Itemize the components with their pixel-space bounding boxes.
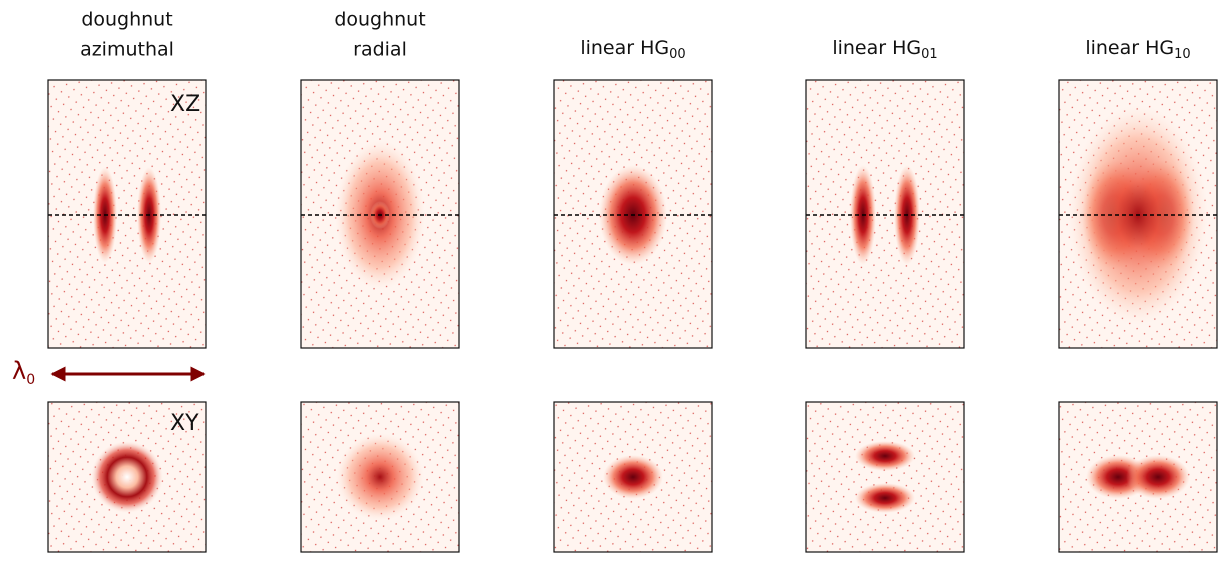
field — [1059, 80, 1217, 348]
column-titles: doughnut azimuthal doughnut radial linear HG… — [80, 9, 1191, 62]
title-subscript: 01 — [921, 47, 938, 62]
field — [554, 80, 712, 348]
intensity-lobe — [1126, 455, 1190, 499]
intensity-lobe — [855, 483, 915, 513]
panel-frame — [300, 401, 460, 553]
panel-frame — [47, 401, 207, 553]
intensity-lobe — [91, 441, 163, 513]
xz-label: XZ — [170, 92, 200, 117]
panel-frame — [47, 79, 207, 349]
vector-field — [806, 80, 964, 348]
field — [301, 80, 459, 348]
wavelength-symbol: λ — [12, 357, 26, 385]
field — [48, 80, 206, 348]
column-title: linear HG10 — [1085, 37, 1190, 62]
title-subscript: 00 — [669, 47, 686, 62]
panels — [47, 79, 1218, 553]
column-title: doughnut — [334, 9, 425, 31]
panel-frame — [805, 401, 965, 553]
panel — [47, 79, 207, 349]
title-text: linear HG — [580, 37, 669, 59]
xy-label: XY — [170, 411, 199, 436]
panel-frame — [300, 79, 460, 349]
panel — [300, 79, 460, 349]
column-title: radial — [353, 39, 407, 61]
vector-field — [48, 80, 206, 348]
panel — [47, 401, 207, 553]
field — [301, 402, 459, 552]
panel-frame — [553, 401, 713, 553]
column-title: doughnut — [81, 9, 172, 31]
panel — [805, 79, 965, 349]
panel — [553, 401, 713, 553]
panel — [553, 79, 713, 349]
column-title: linear HG00 — [580, 37, 685, 62]
intensity-lobe — [855, 441, 915, 471]
wavelength-label: λ0 — [12, 357, 35, 388]
panel-frame — [1058, 401, 1218, 553]
field — [48, 402, 206, 552]
column-title: linear HG01 — [832, 37, 937, 62]
title-text: linear HG — [1085, 37, 1174, 59]
panel-frame — [1058, 79, 1218, 349]
field — [554, 402, 712, 552]
panel — [300, 401, 460, 553]
title-text: linear HG — [832, 37, 921, 59]
wavelength-subscript: 0 — [26, 372, 35, 388]
panel — [1058, 401, 1218, 553]
panel — [805, 401, 965, 553]
field — [806, 402, 964, 552]
intensity-lobe — [603, 455, 663, 499]
panel-frame — [805, 79, 965, 349]
panel — [1058, 79, 1218, 349]
field — [806, 80, 964, 348]
panel-frame — [553, 79, 713, 349]
intensity-lobe — [336, 433, 424, 521]
vector-field — [806, 402, 964, 552]
column-title: azimuthal — [80, 39, 174, 61]
field — [1059, 402, 1217, 552]
title-subscript: 10 — [1174, 47, 1191, 62]
